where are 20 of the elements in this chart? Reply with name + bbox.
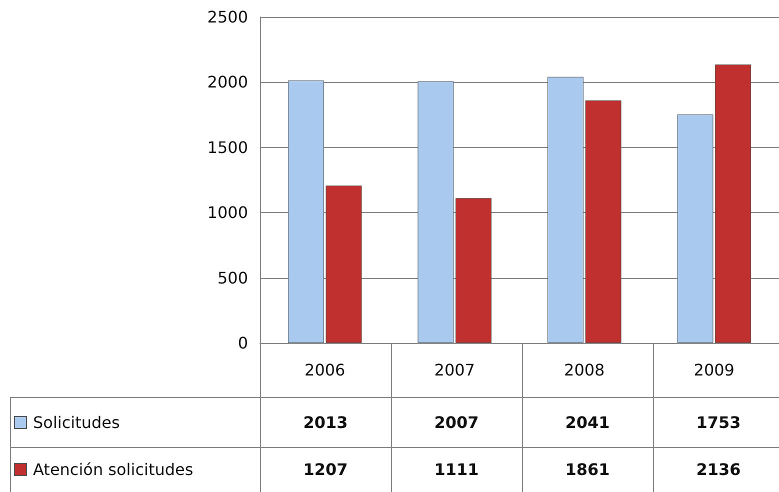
- y-tick-label: 2000: [207, 72, 248, 92]
- y-tick-label: 1500: [207, 138, 248, 157]
- x-tick-label: 2006: [304, 360, 346, 380]
- data-label: 1207: [302, 459, 349, 481]
- data-label: 2007: [433, 412, 480, 434]
- y-tick-label: 1000: [207, 203, 248, 222]
- x-tick-label: 2008: [564, 360, 605, 380]
- data-label: 2136: [695, 459, 742, 481]
- x-tick-label: 2009: [694, 360, 734, 380]
- data-label: 1861: [564, 459, 611, 481]
- data-label: 1753: [695, 412, 742, 434]
- y-tick-label: 500: [217, 268, 248, 288]
- data-label: 2013: [302, 412, 349, 434]
- data-label: 1111: [433, 459, 480, 481]
- legend-label: Solicitudes: [33, 412, 120, 432]
- data-label: 2041: [564, 412, 611, 434]
- y-tick-label: 2500: [207, 8, 248, 26]
- x-tick-label: 2007: [434, 360, 475, 380]
- y-tick-label: 0: [238, 334, 248, 352]
- legend-label: Atención solicitudes: [33, 460, 194, 479]
